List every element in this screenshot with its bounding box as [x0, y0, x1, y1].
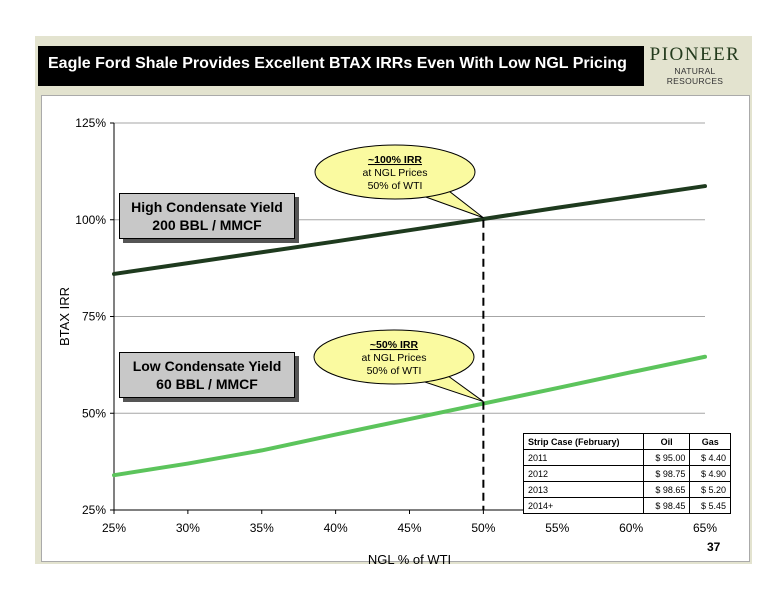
x-tick-label: 25%	[102, 521, 126, 535]
callout-join	[421, 186, 447, 196]
callout-line3: 50% of WTI	[367, 365, 422, 377]
x-tick-label: 40%	[324, 521, 348, 535]
table-row: 2014+ $ 98.45 $ 5.45	[523, 497, 731, 514]
table-cell-gas: $ 4.90	[689, 465, 731, 482]
table-header-gas: Gas	[689, 433, 731, 450]
slide-title: Eagle Ford Shale Provides Excellent BTAX…	[48, 55, 627, 72]
table-cell-oil: $ 98.75	[642, 465, 691, 482]
x-tick-label: 60%	[619, 521, 643, 535]
table-row: 2013 $ 98.65 $ 5.20	[523, 481, 731, 498]
low-condensate-label: Low Condensate Yield 60 BBL / MMCF	[119, 352, 295, 398]
table-cell-year: 2014+	[523, 497, 644, 514]
callout-line2: at NGL Prices	[363, 167, 428, 179]
table-header-row: Strip Case (February) Oil Gas	[523, 433, 731, 450]
x-tick-label: 45%	[397, 521, 421, 535]
tick-labels: 25% 50% 75% 100% 125% 25% 30% 35% 40% 45% 50% 55% 60…	[57, 116, 717, 567]
title-bar: Eagle Ford Shale Provides Excellent BTAX…	[38, 46, 644, 86]
high-condensate-label-line1: High Condensate Yield	[131, 199, 283, 215]
table-cell-oil: $ 98.45	[642, 497, 691, 514]
high-condensate-line	[112, 184, 707, 276]
logo-wordmark: PIONEER	[649, 44, 741, 65]
low-condensate-line	[112, 354, 707, 478]
y-axis-title: BTAX IRR	[57, 287, 72, 346]
high-condensate-label-line2: 200 BBL / MMCF	[152, 217, 262, 233]
table-cell-year: 2013	[523, 481, 644, 498]
strip-case-table: Strip Case (February) Oil Gas 2011 $ 95.…	[523, 433, 731, 514]
callout-bubble	[313, 329, 475, 385]
table-cell-gas: $ 4.40	[689, 449, 731, 466]
table-row: 2011 $ 95.00 $ 4.40	[523, 449, 731, 466]
callout-bubble	[314, 144, 476, 200]
table-cell-gas: $ 5.20	[689, 481, 731, 498]
table-cell-year: 2011	[523, 449, 644, 466]
callout-join	[420, 371, 446, 381]
callout-headline: ~50% IRR	[370, 339, 419, 351]
table-cell-oil: $ 98.65	[642, 481, 691, 498]
x-tick-label: 55%	[545, 521, 569, 535]
table-header-oil: Oil	[642, 433, 691, 450]
low-condensate-label-line2: 60 BBL / MMCF	[156, 376, 258, 392]
callout-headline: ~100% IRR	[368, 154, 422, 166]
callout-line3: 50% of WTI	[368, 180, 423, 192]
y-tick-label: 50%	[82, 406, 106, 420]
x-tick-label: 30%	[176, 521, 200, 535]
y-tick-label: 25%	[82, 503, 106, 517]
x-tick-label: 35%	[250, 521, 274, 535]
x-tick-label: 65%	[693, 521, 717, 535]
logo-subtitle: NATURAL RESOURCES	[666, 66, 724, 86]
y-tick-label: 75%	[82, 310, 106, 324]
table-cell-year: 2012	[523, 465, 644, 482]
table-header-strip-case: Strip Case (February)	[523, 433, 644, 450]
company-logo: PIONEER NATURAL RESOURCES	[645, 44, 745, 86]
x-tick-label: 50%	[471, 521, 495, 535]
table-cell-gas: $ 5.45	[689, 497, 731, 514]
table-cell-oil: $ 95.00	[642, 449, 691, 466]
page-number: 37	[707, 540, 721, 554]
low-condensate-label-line1: Low Condensate Yield	[132, 358, 282, 374]
x-axis-title: NGL % of WTI	[368, 552, 451, 567]
series-lines	[112, 184, 707, 478]
table-row: 2012 $ 98.75 $ 4.90	[523, 465, 731, 482]
y-tick-label: 125%	[75, 116, 106, 130]
callout-line2: at NGL Prices	[362, 352, 427, 364]
high-condensate-label: High Condensate Yield 200 BBL / MMCF	[119, 193, 295, 239]
y-tick-label: 100%	[75, 213, 106, 227]
